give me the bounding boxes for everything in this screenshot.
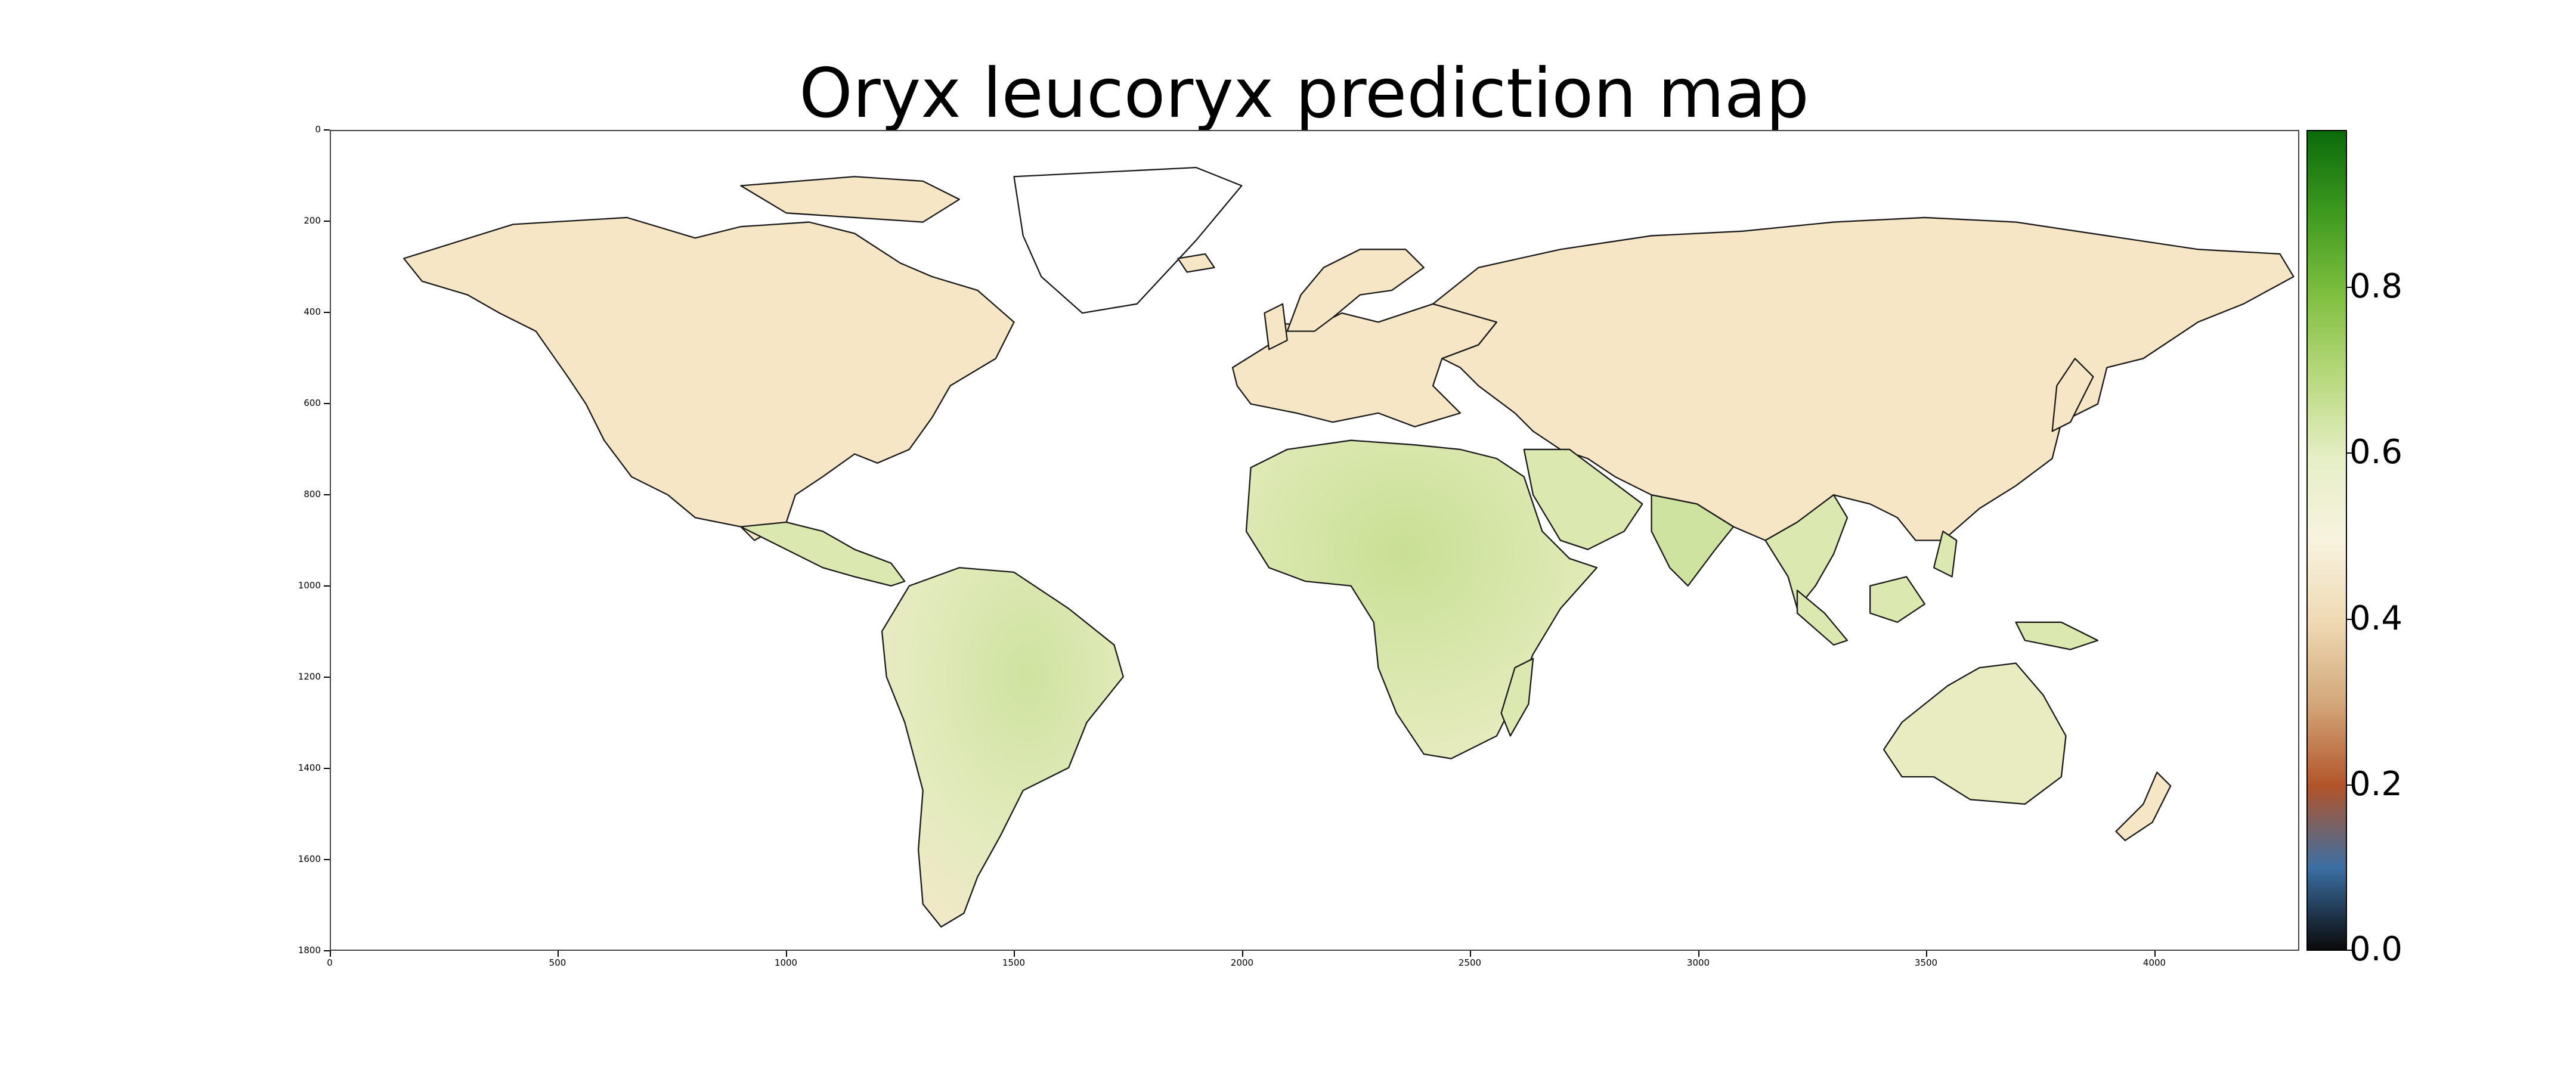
british-isles bbox=[1264, 303, 1288, 351]
colorbar-tick-mark bbox=[2347, 784, 2354, 786]
india bbox=[1651, 494, 1735, 587]
x-tick-label: 0 bbox=[327, 957, 333, 968]
iceland bbox=[1177, 253, 1215, 273]
x-tick-label: 1000 bbox=[774, 957, 798, 968]
y-tick-mark bbox=[324, 859, 330, 860]
x-tick-label: 500 bbox=[549, 957, 566, 968]
map-title: Oryx leucoryx prediction map bbox=[799, 54, 1809, 133]
y-tick-label: 400 bbox=[304, 306, 321, 317]
y-tick-label: 1200 bbox=[298, 671, 321, 682]
madagascar bbox=[1500, 658, 1534, 737]
colorbar-tick-label: 0.6 bbox=[2349, 433, 2403, 472]
asia bbox=[1432, 216, 2295, 541]
x-tick-mark bbox=[1926, 951, 1927, 957]
y-tick-label: 0 bbox=[315, 124, 321, 135]
arctic-islands bbox=[740, 176, 960, 223]
australia bbox=[1883, 662, 2067, 805]
colorbar bbox=[2306, 130, 2347, 951]
south-america bbox=[881, 567, 1124, 928]
borneo bbox=[1869, 576, 1925, 623]
y-tick-label: 1000 bbox=[298, 580, 321, 591]
y-tick-mark bbox=[324, 494, 330, 495]
y-tick-label: 1400 bbox=[298, 762, 321, 773]
colorbar-tick-mark bbox=[2347, 452, 2354, 454]
x-tick-mark bbox=[1014, 951, 1015, 957]
sumatra bbox=[1796, 590, 1849, 646]
x-tick-label: 2000 bbox=[1230, 957, 1254, 968]
japan bbox=[2051, 358, 2094, 432]
y-tick-mark bbox=[324, 221, 330, 222]
colorbar-tick-label: 0.8 bbox=[2349, 267, 2403, 306]
x-tick-mark bbox=[1470, 951, 1471, 957]
y-tick-mark bbox=[324, 677, 330, 678]
y-tick-label: 200 bbox=[304, 215, 321, 226]
north-america bbox=[403, 216, 1015, 541]
colorbar-tick-label: 0.2 bbox=[2349, 765, 2403, 804]
arabian-peninsula bbox=[1523, 448, 1643, 550]
x-tick-mark bbox=[330, 951, 331, 957]
colorbar-tick-mark bbox=[2347, 619, 2354, 620]
x-tick-mark bbox=[2154, 951, 2156, 957]
new-guinea bbox=[2015, 621, 2099, 650]
y-tick-mark bbox=[324, 403, 330, 404]
x-tick-label: 4000 bbox=[2142, 957, 2166, 968]
y-tick-mark bbox=[324, 768, 330, 769]
y-tick-mark bbox=[324, 129, 330, 131]
x-tick-mark bbox=[786, 951, 787, 957]
greenland bbox=[1013, 166, 1243, 314]
y-tick-label: 800 bbox=[304, 489, 321, 500]
y-tick-label: 600 bbox=[304, 398, 321, 408]
colorbar-tick-mark bbox=[2347, 287, 2354, 288]
x-tick-mark bbox=[558, 951, 559, 957]
x-tick-label: 3500 bbox=[1914, 957, 1938, 968]
colorbar-tick-label: 0.0 bbox=[2349, 930, 2403, 969]
new-zealand bbox=[2115, 771, 2172, 842]
x-tick-label: 3000 bbox=[1686, 957, 1710, 968]
x-tick-mark bbox=[1242, 951, 1243, 957]
prediction-map bbox=[330, 130, 2299, 951]
y-tick-mark bbox=[324, 312, 330, 313]
colorbar-tick-mark bbox=[2347, 950, 2354, 951]
x-tick-label: 2500 bbox=[1458, 957, 1482, 968]
scandinavia bbox=[1286, 249, 1425, 332]
world-map bbox=[403, 166, 2295, 928]
x-tick-label: 1500 bbox=[1002, 957, 1026, 968]
philippines bbox=[1933, 531, 1958, 578]
y-tick-mark bbox=[324, 585, 330, 587]
x-tick-mark bbox=[1698, 951, 1699, 957]
y-tick-label: 1800 bbox=[298, 945, 321, 956]
southeast-asia bbox=[1764, 494, 1849, 610]
colorbar-tick-label: 0.4 bbox=[2349, 599, 2403, 638]
central-america bbox=[740, 521, 906, 587]
y-tick-label: 1600 bbox=[298, 854, 321, 864]
y-tick-mark bbox=[324, 950, 330, 951]
